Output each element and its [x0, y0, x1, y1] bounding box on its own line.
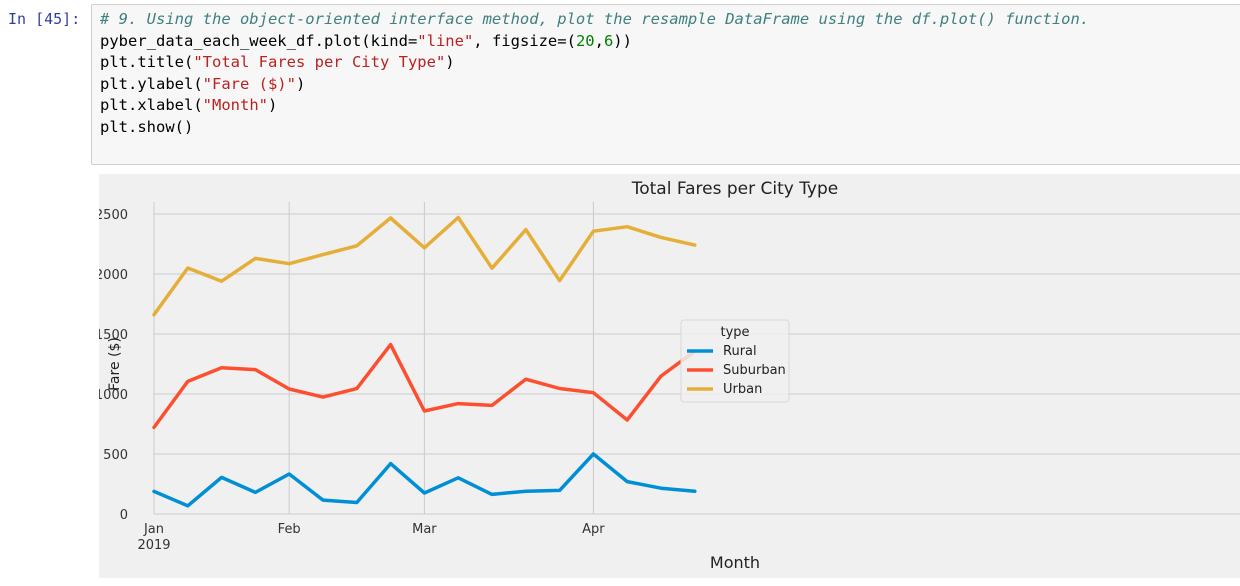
code-line: plt.show()	[100, 118, 193, 136]
code-token: )	[267, 96, 278, 114]
y-tick-label: 0	[120, 508, 128, 523]
y-tick-label: 1000	[99, 388, 128, 403]
code-token: plt.show()	[100, 117, 194, 136]
y-tick-label: 2500	[99, 208, 128, 223]
code-token: "Fare ($)"	[202, 74, 296, 93]
x-tick-label: Feb	[278, 522, 301, 537]
series-lines	[152, 215, 697, 508]
code-token: 6	[603, 31, 614, 50]
code-text[interactable]: # 9. Using the object-oriented interface…	[100, 9, 1089, 138]
code-token: ))	[613, 31, 632, 50]
legend-label-suburban: Suburban	[723, 363, 786, 378]
code-line: plt.ylabel("Fare ($)")	[100, 75, 305, 93]
code-token: # 9. Using the object-oriented interface…	[100, 10, 1090, 28]
series-line-rural	[152, 452, 697, 508]
x-axis-label: Month	[710, 553, 760, 572]
code-token: )	[445, 53, 455, 71]
code-token: , figsize=(	[473, 31, 576, 50]
code-token: plt.xlabel(	[100, 96, 203, 114]
legend-label-urban: Urban	[723, 382, 762, 397]
x-tick-sublabel: 2019	[137, 538, 170, 553]
y-axis-ticks: 0 500 1000 1500 2000 2500	[95, 208, 128, 523]
legend-label-rural: Rural	[723, 344, 757, 359]
code-line: plt.xlabel("Month")	[100, 96, 277, 114]
code-token: plt.ylabel(	[100, 74, 203, 93]
input-prompt: In [45]:	[8, 10, 81, 28]
code-token: plt.title(	[100, 53, 194, 71]
line-chart: Total Fares per City Type 0 500 1000 1500 20…	[95, 174, 1240, 578]
code-line: plt.title("Total Fares per City Type")	[100, 53, 455, 71]
legend-title: type	[720, 325, 749, 340]
series-line-suburban	[152, 342, 697, 430]
chart-title: Total Fares per City Type	[631, 179, 839, 199]
output-area: Total Fares per City Type 0 500 1000 1500 20…	[95, 174, 1240, 578]
code-token: "Month"	[202, 96, 268, 114]
figure-background	[99, 174, 1240, 578]
series-line-urban	[152, 215, 697, 317]
legend: type Rural Suburban Urban	[680, 319, 790, 403]
y-tick-label: 500	[103, 448, 128, 463]
x-tick-label: Jan	[143, 522, 164, 537]
code-token: "Total Fares per City Type"	[193, 53, 446, 71]
y-tick-label: 1500	[99, 328, 128, 343]
x-tick-label: Mar	[412, 522, 437, 537]
code-token: ,	[594, 31, 604, 50]
x-tick-label: Apr	[582, 522, 605, 537]
y-tick-label: 2000	[99, 268, 128, 283]
code-token: 20	[575, 31, 595, 50]
code-token: )	[295, 74, 306, 93]
y-axis-label: Fare ($)	[107, 337, 123, 391]
code-line: pyber_data_each_week_df.plot(kind="line"…	[100, 32, 632, 50]
code-token: "line"	[417, 31, 474, 50]
code-token: pyber_data_each_week_df.plot(kind=	[100, 31, 418, 50]
code-line: # 9. Using the object-oriented interface…	[100, 10, 1089, 28]
code-editor[interactable]: # 9. Using the object-oriented interface…	[91, 4, 1240, 165]
legend-box	[680, 319, 790, 403]
